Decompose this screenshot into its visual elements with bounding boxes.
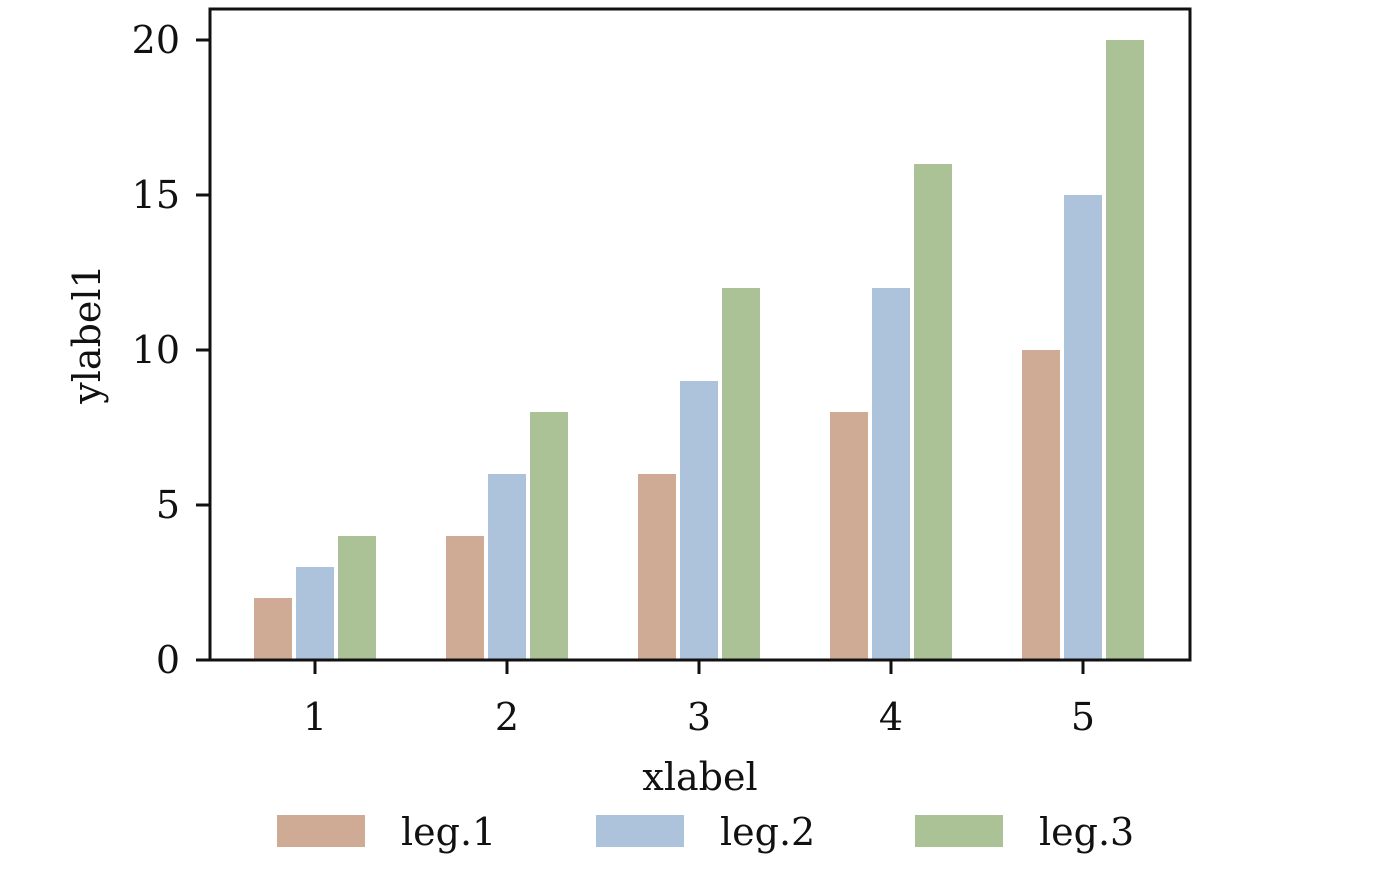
legend-label: leg.1 [401, 810, 496, 854]
legend: leg.1 leg.2 leg.3 [277, 810, 1134, 854]
bar-leg.2-5 [1064, 195, 1102, 660]
x-axis: 1 2 3 4 5 [303, 660, 1095, 739]
y-tick-label: 10 [132, 328, 180, 372]
bar-leg.2-2 [488, 474, 526, 660]
y-axis-label: ylabel1 [65, 264, 109, 404]
x-tick-label: 1 [303, 695, 327, 739]
legend-label: leg.2 [720, 810, 815, 854]
y-axis: 0 5 10 15 20 [132, 18, 210, 682]
legend-swatch [915, 815, 1003, 847]
y-tick-label: 5 [156, 483, 180, 527]
bar-leg.1-1 [254, 598, 292, 660]
bar-leg.3-1 [338, 536, 376, 660]
y-tick-label: 20 [132, 18, 180, 62]
bar-leg.1-3 [638, 474, 676, 660]
bars-layer [254, 40, 1144, 660]
legend-item-leg.1: leg.1 [277, 810, 496, 854]
bar-leg.1-5 [1022, 350, 1060, 660]
bar-leg.1-4 [830, 412, 868, 660]
legend-swatch [277, 815, 365, 847]
bar-leg.1-2 [446, 536, 484, 660]
x-tick-label: 2 [495, 695, 519, 739]
bar-leg.2-1 [296, 567, 334, 660]
y-tick-label: 0 [156, 638, 180, 682]
bar-leg.3-2 [530, 412, 568, 660]
x-tick-label: 5 [1071, 695, 1095, 739]
x-axis-label: xlabel [642, 755, 757, 799]
x-tick-label: 4 [879, 695, 903, 739]
bar-leg.2-4 [872, 288, 910, 660]
legend-swatch [596, 815, 684, 847]
bar-leg.3-5 [1106, 40, 1144, 660]
legend-item-leg.3: leg.3 [915, 810, 1134, 854]
legend-item-leg.2: leg.2 [596, 810, 815, 854]
y-tick-label: 15 [132, 173, 180, 217]
legend-label: leg.3 [1039, 810, 1134, 854]
x-tick-label: 3 [687, 695, 711, 739]
bar-leg.3-3 [722, 288, 760, 660]
bar-leg.3-4 [914, 164, 952, 660]
bar-leg.2-3 [680, 381, 718, 660]
